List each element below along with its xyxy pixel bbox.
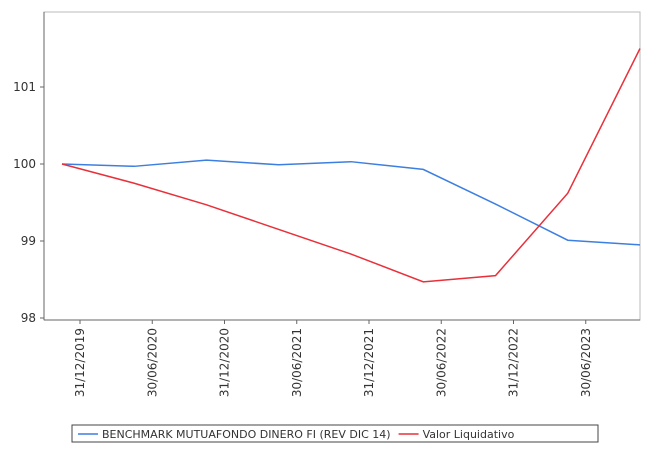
x-tick-label: 30/06/2023 (579, 328, 593, 397)
x-tick-label: 31/12/2022 (507, 328, 521, 397)
legend-label: BENCHMARK MUTUAFONDO DINERO FI (REV DIC … (102, 428, 391, 441)
x-tick-label: 31/12/2020 (218, 328, 232, 397)
x-tick-label: 30/06/2022 (434, 328, 448, 397)
y-tick-label: 98 (21, 311, 36, 325)
x-tick-label: 30/06/2020 (145, 328, 159, 397)
legend-label: Valor Liquidativo (423, 428, 515, 441)
x-tick-label: 30/06/2021 (290, 328, 304, 397)
legend-box (71, 424, 599, 443)
y-tick-label: 101 (13, 80, 36, 94)
x-tick-label: 31/12/2021 (362, 328, 376, 397)
y-tick-label: 99 (21, 234, 36, 248)
y-tick-label: 100 (13, 157, 36, 171)
x-tick-label: 31/12/2019 (73, 328, 87, 397)
series-line (61, 48, 641, 283)
series-line (61, 159, 641, 246)
